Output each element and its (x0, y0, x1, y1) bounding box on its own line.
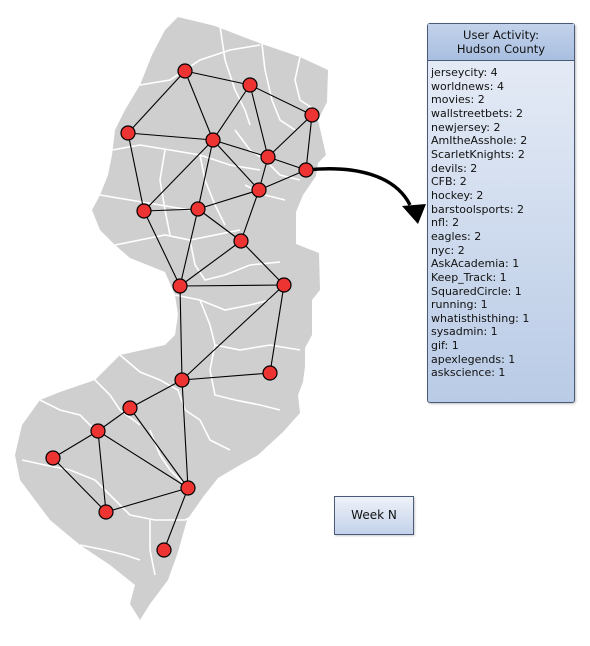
network-node (304, 107, 320, 123)
panel-list: jerseycity: 4 worldnews: 4 movies: 2 wallst… (428, 61, 574, 380)
network-edge (197, 139, 214, 210)
network-node (262, 365, 278, 381)
network-edge (143, 139, 214, 212)
network-edge (127, 70, 186, 134)
network-node (276, 277, 292, 293)
panel-title-line1: User Activity: (463, 28, 539, 42)
activity-row: running: 1 (431, 298, 488, 312)
activity-row: AmItheAsshole: 2 (431, 134, 528, 148)
network-node (205, 132, 221, 148)
activity-row: nfl: 2 (431, 216, 460, 230)
network-edge (129, 407, 189, 489)
activity-row: apexlegends: 1 (431, 352, 516, 366)
network-node (98, 504, 114, 520)
activity-row: barstoolsports: 2 (431, 202, 525, 216)
county-boundaries (21, 25, 316, 576)
network-edge (52, 430, 99, 459)
network-node (233, 233, 249, 249)
network-edge (163, 487, 189, 551)
activity-row: gif: 1 (431, 339, 459, 353)
network-node (172, 278, 188, 294)
network-edge (143, 208, 199, 212)
network-node (190, 201, 206, 217)
network-edge (258, 169, 307, 191)
network-node (298, 162, 314, 178)
panel-header: User Activity: Hudson County (428, 24, 574, 61)
network-nodes (45, 63, 320, 558)
activity-row: jerseycity: 4 (431, 66, 498, 79)
activity-row: whatisthisthing: 1 (431, 311, 530, 325)
network-edge (240, 240, 285, 286)
network-node (45, 450, 61, 466)
network-node (260, 149, 276, 165)
activity-row: AskAcademia: 1 (431, 257, 520, 271)
activity-row: SquaredCircle: 1 (431, 284, 522, 298)
activity-row: worldnews: 4 (431, 79, 504, 93)
network-edge (305, 114, 313, 171)
activity-row: wallstreetbets: 2 (431, 106, 524, 120)
network-edge (129, 379, 183, 409)
network-edge (179, 284, 285, 287)
activity-row: movies: 2 (431, 93, 485, 107)
network-edge (127, 132, 214, 141)
week-label: Week N (334, 496, 414, 535)
network-edge (179, 208, 199, 287)
network-edge (249, 84, 313, 116)
activity-row: Keep_Track: 1 (431, 270, 507, 284)
activity-row: eagles: 2 (431, 229, 482, 243)
activity-row: askscience: 1 (431, 366, 506, 380)
network-node (122, 400, 138, 416)
network-edge (181, 284, 285, 381)
network-edge (267, 114, 313, 158)
network-node (156, 542, 172, 558)
activity-row: nyc: 2 (431, 243, 465, 257)
network-edge (184, 70, 214, 141)
network-edge (212, 139, 269, 158)
network-edge (181, 372, 271, 381)
user-activity-panel: User Activity: Hudson County jerseycity:… (427, 23, 575, 403)
network-edge (249, 84, 269, 158)
network-edge (197, 189, 260, 210)
network-edge (179, 240, 242, 287)
activity-row: CFB: 2 (431, 175, 467, 189)
network-edge (127, 132, 145, 212)
network-node (180, 480, 196, 496)
network-node (177, 63, 193, 79)
network-edge (179, 285, 183, 381)
arrow-head (402, 204, 426, 224)
network-edge (97, 430, 107, 513)
network-node (90, 423, 106, 439)
network-node (174, 372, 190, 388)
connector-arrow (305, 167, 412, 206)
network-edge (212, 139, 260, 191)
network-edges (52, 70, 313, 551)
network-edge (269, 284, 285, 374)
network-node (136, 203, 152, 219)
panel-title-line2: Hudson County (456, 42, 546, 56)
network-edge (181, 379, 189, 489)
network-node (120, 125, 136, 141)
activity-row: sysadmin: 1 (431, 325, 498, 339)
network-node (251, 182, 267, 198)
network-edge (143, 210, 181, 287)
network-edge (52, 457, 107, 513)
network-edge (184, 70, 251, 86)
activity-row: hockey: 2 (431, 188, 484, 202)
activity-row: ScarletKnights: 2 (431, 147, 525, 161)
activity-row: newjersey: 2 (431, 120, 501, 134)
network-edge (97, 430, 189, 489)
network-edge (197, 208, 242, 242)
network-edge (212, 84, 251, 141)
network-node (242, 77, 258, 93)
network-edge (105, 487, 189, 513)
activity-row: devils: 2 (431, 161, 478, 175)
network-edge (240, 189, 260, 242)
